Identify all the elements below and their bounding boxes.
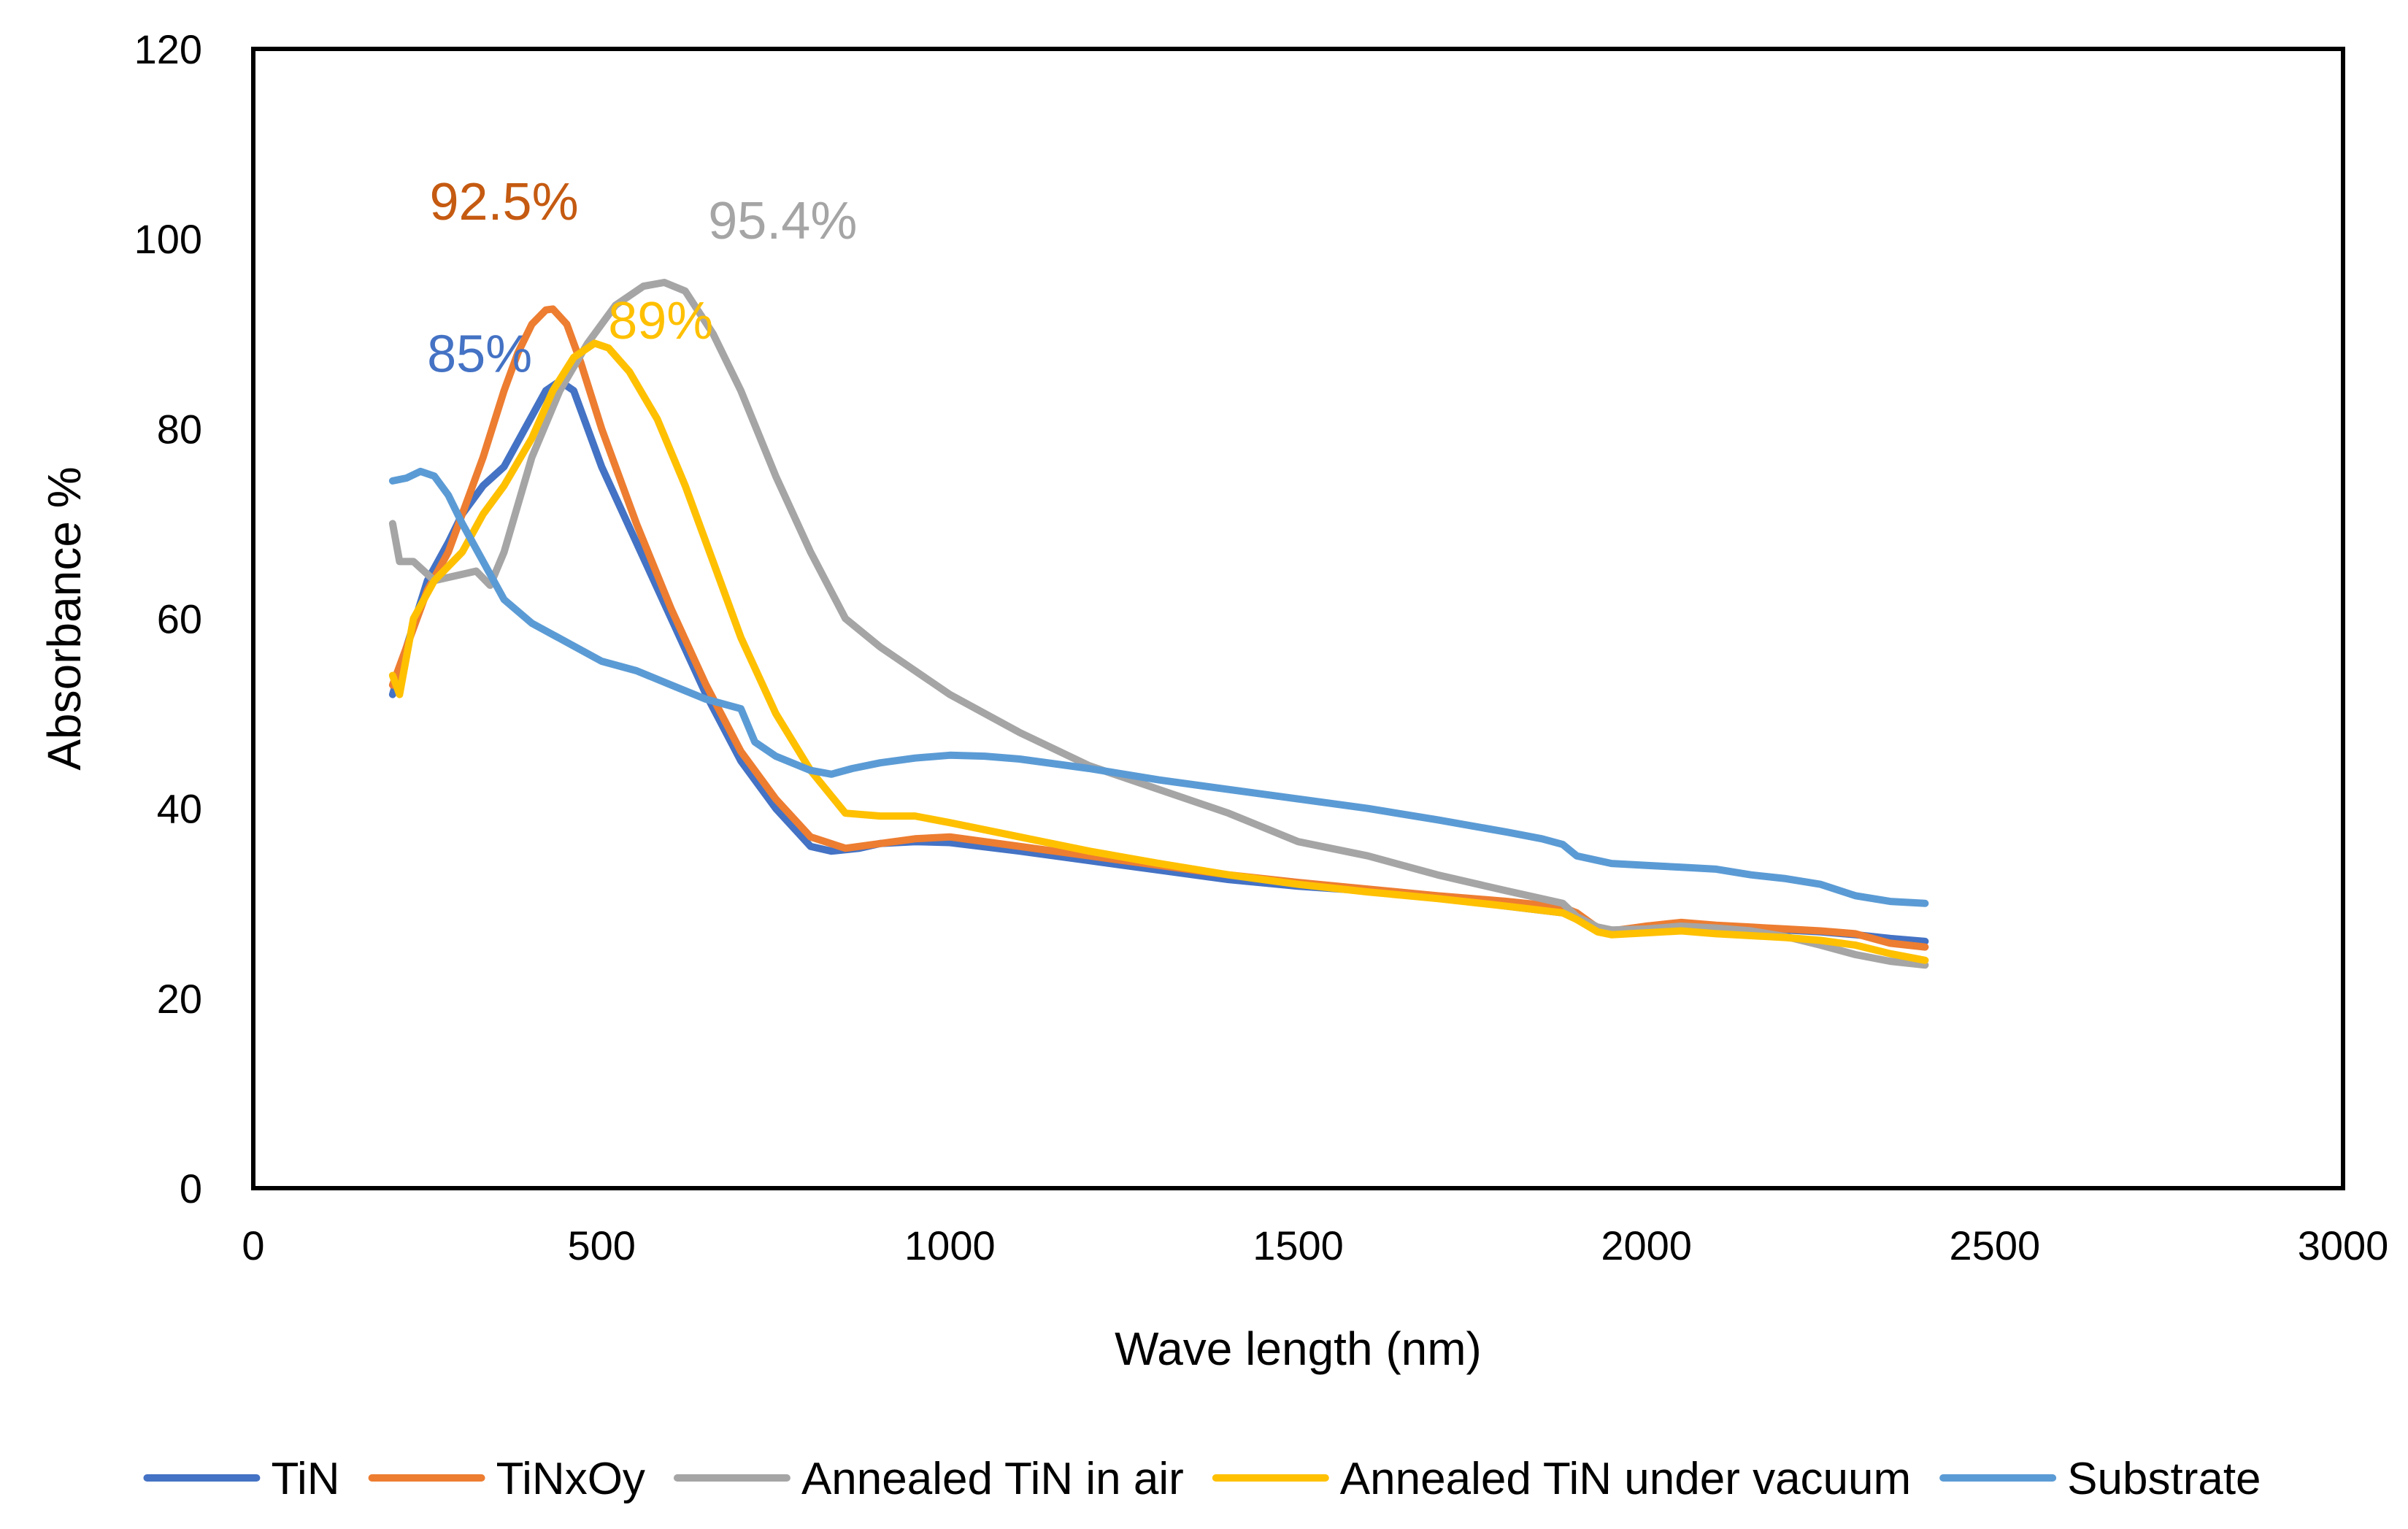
x-tick-label: 500 (567, 1222, 635, 1268)
legend-label: Annealed TiN in air (801, 1454, 1184, 1504)
x-tick-label: 2500 (1950, 1222, 2041, 1268)
x-axis-title: Wave length (nm) (1115, 1322, 1482, 1375)
x-tick-label: 2000 (1601, 1222, 1692, 1268)
series-line-substrate (388, 467, 1929, 907)
y-tick-label: 80 (157, 406, 202, 452)
legend-item: TiN (143, 1454, 340, 1504)
legend-label: TiNxOy (496, 1454, 645, 1504)
series-line-annealed-tin-under-vacuum (388, 339, 1929, 964)
legend-item: Annealed TiN in air (673, 1454, 1184, 1504)
y-tick-label: 120 (134, 26, 202, 72)
legend-label: TiN (271, 1454, 339, 1504)
peak-label: 95.4% (708, 192, 857, 250)
peak-label: 92.5% (429, 173, 578, 231)
legend-label: Substrate (2067, 1454, 2261, 1504)
peak-label: 85% (427, 325, 532, 383)
y-tick-label: 100 (134, 216, 202, 262)
y-axis-title: Absorbance % (38, 466, 91, 770)
y-axis-ticks: 0 20 40 60 80 100 120 (134, 26, 202, 1212)
y-tick-label: 60 (157, 596, 202, 642)
y-tick-label: 40 (157, 786, 202, 832)
legend-item: TiNxOy (368, 1454, 645, 1504)
y-tick-label: 20 (157, 976, 202, 1022)
series-line-annealed-tin-in-air (388, 279, 1929, 969)
peak-label: 89% (608, 292, 713, 350)
series-layer (388, 279, 1929, 969)
legend: TiN TiNxOy Annealed TiN in air Annealed TiN… (143, 1454, 2261, 1504)
y-tick-label: 0 (180, 1166, 202, 1212)
legend-item: Annealed TiN under vacuum (1212, 1454, 1911, 1504)
peak-annotations: 92.5% 95.4% 85% 89% (427, 173, 857, 383)
plot-area-frame (251, 47, 2345, 1190)
x-tick-label: 3000 (2298, 1222, 2389, 1268)
x-tick-label: 1000 (904, 1222, 996, 1268)
x-tick-label: 1500 (1253, 1222, 1344, 1268)
x-tick-label: 0 (242, 1222, 264, 1268)
legend-label: Annealed TiN under vacuum (1340, 1454, 1911, 1504)
x-axis-ticks: 0 500 1000 1500 2000 2500 3000 (242, 1222, 2388, 1268)
legend-item: Substrate (1939, 1454, 2261, 1504)
